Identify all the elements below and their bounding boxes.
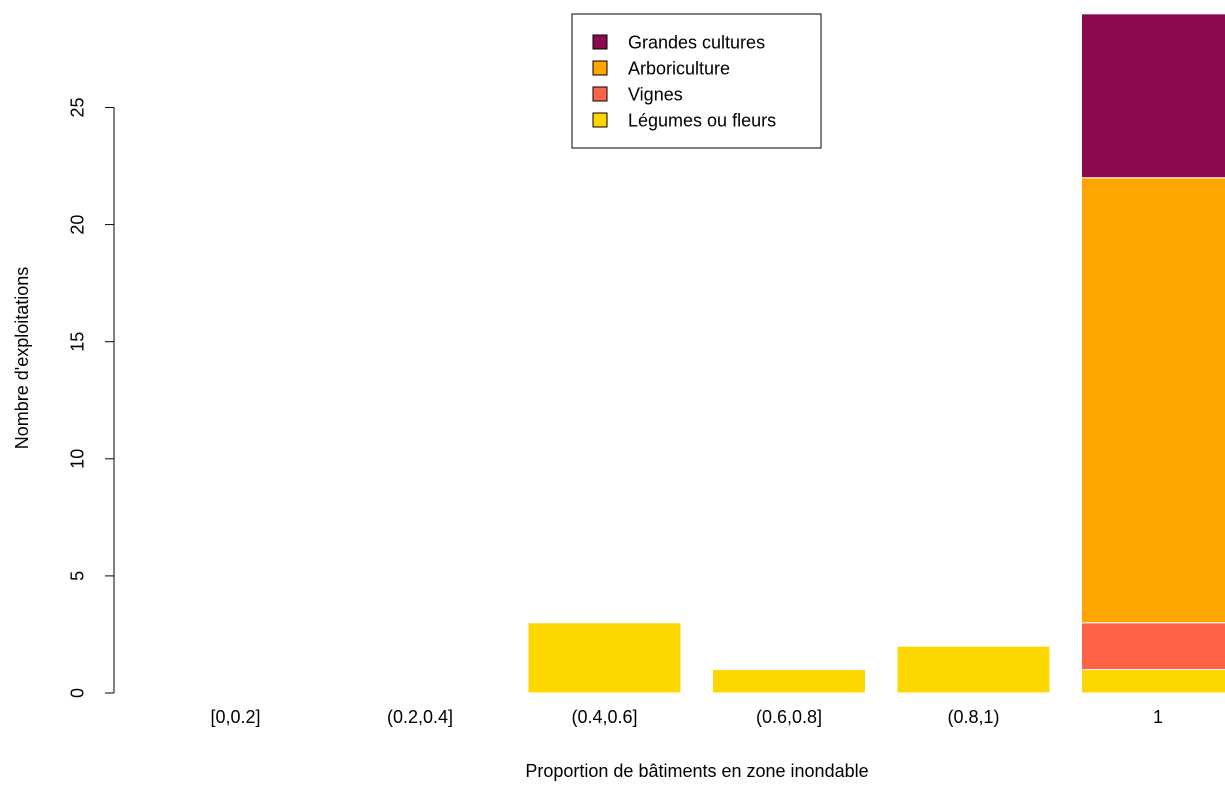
y-axis: 0 5 10 15 20 25 [67,97,115,698]
bars-layer [527,13,1225,694]
legend-swatch [592,34,608,50]
legend-label: Arboriculture [628,58,730,78]
legend-label: Grandes cultures [628,32,765,52]
legend-swatch [592,86,608,102]
x-tick-label: 1 [1153,707,1163,727]
x-tick-label: [0,0.2] [210,707,260,727]
legend-box [571,13,822,149]
legend-label: Légumes ou fleurs [628,110,776,130]
x-tick-label: (0.8,1) [947,707,999,727]
x-axis-tick-labels: [0,0.2] (0.2,0.4] (0.4,0.6] (0.6,0.8] (0.8,1… [210,707,1163,727]
legend-swatch [592,112,608,128]
bar-segment-5-series-1 [896,645,1051,694]
y-tick-label: 10 [67,449,87,469]
bar-segment-6-series-1 [1081,669,1225,694]
y-tick-label: 5 [67,571,87,581]
bar-segment-3-series-1 [527,622,682,694]
y-tick-label: 0 [67,688,87,698]
legend: Grandes cultures Arboriculture Vignes Légum… [571,13,822,149]
x-tick-label: (0.4,0.6] [571,707,637,727]
x-tick-label: (0.6,0.8] [756,707,822,727]
bar-segment-6-series-3 [1081,177,1225,624]
bar-segment-4-series-1 [712,669,866,694]
legend-label: Vignes [628,84,683,104]
bar-segment-6-series-2 [1081,622,1225,671]
x-axis-title: Proportion de bâtiments en zone inondabl… [525,761,868,781]
legend-swatch [592,60,608,76]
y-tick-label: 25 [67,97,87,117]
y-tick-label: 20 [67,215,87,235]
x-tick-label: (0.2,0.4] [387,707,453,727]
bar-segment-6-series-4 [1081,13,1225,179]
y-axis-title: Nombre d'exploitations [12,267,32,450]
y-tick-label: 15 [67,332,87,352]
